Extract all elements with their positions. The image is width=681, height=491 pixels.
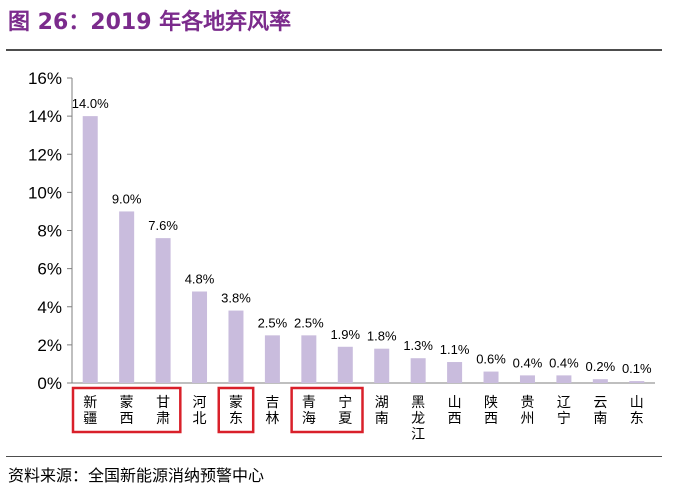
bar-云南 [592,379,608,383]
chart-title: 图 26：2019 年各地弃风率 [8,10,292,35]
category-label: 湖南 [375,394,389,426]
data-label: 1.3% [403,338,433,353]
bar-蒙西 [119,211,135,383]
bar-山西 [447,362,463,383]
data-label: 1.9% [330,327,360,342]
bar-宁夏 [337,346,353,383]
y-tick-label: 14% [28,107,62,126]
category-label: 蒙西 [120,394,134,426]
bar-甘肃 [155,238,171,383]
y-tick-label: 8% [37,222,62,241]
bar-新疆 [82,116,98,383]
highlight-box [217,386,255,434]
y-tick-label: 2% [37,336,62,355]
category-label: 吉林 [265,394,279,426]
bar-蒙东 [228,310,244,383]
bar-吉林 [264,335,280,383]
category-label: 黑龙江 [411,394,425,442]
y-tick-label: 6% [37,260,62,279]
bar-河北 [192,291,208,383]
bottom-divider [6,456,662,457]
source-note: 资料来源：全国新能源消纳预警中心 [8,466,265,485]
data-label: 0.6% [476,352,506,367]
category-label: 青海 [302,394,316,426]
category-label: 山西 [448,394,462,426]
data-label: 2.5% [258,315,288,330]
category-label: 山东 [630,394,644,426]
bar-山东 [629,381,645,383]
data-label: 0.4% [549,355,579,370]
category-label: 云南 [593,394,607,426]
data-label: 4.8% [185,272,215,287]
bar-黑龙江 [410,358,426,383]
data-label: 7.6% [148,218,178,233]
highlight-box [290,386,364,434]
bar-贵州 [519,375,535,383]
data-label: 14.0% [72,96,109,111]
highlight-box [71,386,182,434]
category-label: 辽宁 [557,394,571,426]
category-label: 甘肃 [156,394,170,426]
data-label: 0.1% [622,361,652,376]
data-label: 2.5% [294,315,324,330]
y-tick-label: 16% [28,69,62,88]
bar-辽宁 [556,375,572,383]
data-label: 9.0% [112,191,142,206]
data-label: 1.8% [367,329,397,344]
category-label: 贵州 [520,394,534,426]
bar-青海 [301,335,317,383]
category-label: 新疆 [83,394,97,426]
y-tick-label: 0% [37,374,62,393]
bar-陕西 [483,371,499,383]
category-label: 宁夏 [338,394,352,426]
category-label: 陕西 [484,394,498,426]
category-label: 蒙东 [229,394,243,426]
data-label: 0.2% [586,359,616,374]
data-label: 1.1% [440,342,470,357]
y-tick-label: 10% [28,183,62,202]
bar-湖南 [374,348,390,383]
data-label: 3.8% [221,291,251,306]
y-tick-label: 4% [37,298,62,317]
bar-chart: 0% 2% 4% 6% 8% 10% 12% 14% 16% 14.0% 9.0% 7.6% 4.8% 3… [28,69,655,442]
data-label: 0.4% [513,355,543,370]
category-label: 河北 [193,394,207,426]
y-tick-label: 12% [28,145,62,164]
top-divider [6,49,662,51]
